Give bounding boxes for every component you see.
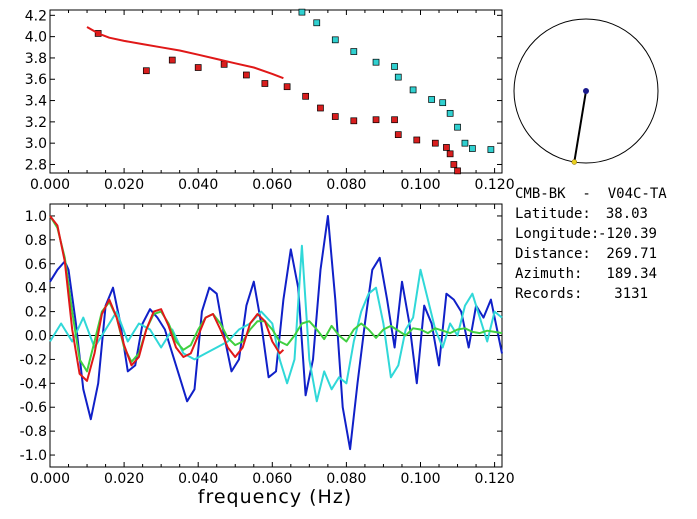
y-tick-label: 2.8	[25, 157, 47, 173]
y-tick-label: -1.0	[20, 448, 47, 464]
data-point	[446, 150, 454, 158]
y-tick-label: 0.4	[25, 281, 47, 297]
y-tick-label: 3.6	[25, 72, 47, 88]
y-tick-label: 4.2	[25, 8, 47, 24]
y-tick-label: -0.6	[20, 400, 47, 416]
data-point	[261, 80, 269, 87]
data-point	[331, 113, 339, 120]
data-point	[409, 86, 417, 94]
y-tick-label: -0.2	[20, 352, 47, 368]
data-point	[372, 58, 380, 66]
x-tick-label: 0.100	[400, 177, 440, 193]
station-pair-title: CMB-BK - V04C-TA	[515, 186, 667, 202]
azimuth-circle	[513, 18, 659, 164]
data-point	[283, 83, 291, 91]
x-tick-label: 0.060	[252, 471, 292, 487]
correlation-chart: 0.000 0.020 0.040 0.060 0.080 0.100 0.120 1.0 0…	[20, 203, 515, 508]
x-tick-label: 0.020	[104, 471, 144, 487]
azimuth-path-line	[573, 90, 587, 163]
data-point	[443, 144, 450, 151]
data-point	[391, 63, 398, 70]
series-line-2	[86, 26, 284, 80]
data-point	[243, 71, 250, 79]
x-tick-label: 0.120	[475, 177, 515, 193]
y-tick-label: -0.4	[20, 376, 47, 392]
azimuth-label: Azimuth:	[515, 266, 582, 282]
latitude-label: Latitude:	[515, 206, 591, 222]
data-point	[372, 116, 380, 124]
latitude-value: 38.03	[606, 206, 648, 222]
azimuth-plot	[513, 18, 659, 165]
data-point	[391, 116, 398, 124]
data-point	[142, 67, 150, 75]
y-tick-label: 0.2	[25, 305, 47, 321]
dispersion-plot-frame	[49, 9, 503, 174]
series-line-1	[49, 244, 503, 403]
x-tick-label: 0.000	[30, 177, 70, 193]
data-point	[454, 123, 461, 131]
longitude-label: Longitude:	[515, 226, 599, 242]
series-line-3	[49, 215, 285, 382]
data-point	[298, 8, 306, 16]
x-tick-label: 0.060	[252, 177, 292, 193]
distance-value: 269.71	[606, 246, 657, 262]
data-point	[313, 19, 321, 27]
x-tick-label: 0.080	[326, 177, 366, 193]
data-point	[331, 36, 339, 44]
data-point	[413, 136, 421, 144]
x-tick-label: 0.000	[30, 471, 70, 487]
receiver-marker	[583, 88, 589, 94]
records-value: 3131	[614, 286, 648, 302]
data-point	[461, 139, 469, 147]
data-point	[317, 104, 324, 112]
x-tick-label: 0.120	[475, 471, 515, 487]
data-point	[446, 109, 454, 117]
y-tick-label: 0.6	[25, 257, 47, 273]
data-point	[454, 167, 461, 175]
y-tick-label: 0.0	[25, 329, 47, 345]
data-point	[302, 92, 309, 100]
y-tick-label: -0.8	[20, 424, 47, 440]
data-point	[487, 146, 495, 153]
x-tick-label: 0.100	[400, 471, 440, 487]
data-point	[168, 56, 176, 64]
x-tick-label: 0.040	[178, 177, 218, 193]
y-tick-label: 3.8	[25, 51, 47, 67]
x-tick-label: 0.080	[326, 471, 366, 487]
data-point	[194, 64, 202, 71]
dispersion-chart: 0.000 0.020 0.040 0.060 0.080 0.100 0.120 2.8 3…	[25, 8, 515, 193]
data-point	[431, 139, 439, 147]
data-point	[394, 73, 402, 81]
data-point	[394, 131, 402, 138]
x-tick-label: 0.020	[104, 177, 144, 193]
data-point	[469, 145, 476, 152]
records-label: Records:	[515, 286, 582, 302]
y-tick-label: 3.2	[25, 115, 47, 131]
data-point	[439, 99, 447, 107]
y-tick-label: 1.0	[25, 209, 47, 225]
data-point	[450, 161, 458, 168]
data-point	[350, 117, 358, 125]
x-tick-label: 0.040	[178, 471, 218, 487]
y-tick-label: 4.0	[25, 30, 47, 46]
longitude-value: -120.39	[598, 226, 657, 242]
y-tick-label: 0.8	[25, 233, 47, 249]
y-tick-label: 3.4	[25, 94, 47, 110]
x-axis-title: frequency (Hz)	[198, 486, 352, 508]
azimuth-value: 189.34	[606, 266, 657, 282]
data-point	[428, 96, 435, 103]
series-line-0	[49, 215, 503, 451]
distance-label: Distance:	[515, 246, 591, 262]
y-tick-label: 3.0	[25, 136, 47, 152]
data-point	[350, 48, 358, 55]
station-info-panel: CMB-BK - V04C-TA Latitude: 38.03 Longitu…	[515, 186, 667, 302]
source-marker	[571, 159, 578, 165]
